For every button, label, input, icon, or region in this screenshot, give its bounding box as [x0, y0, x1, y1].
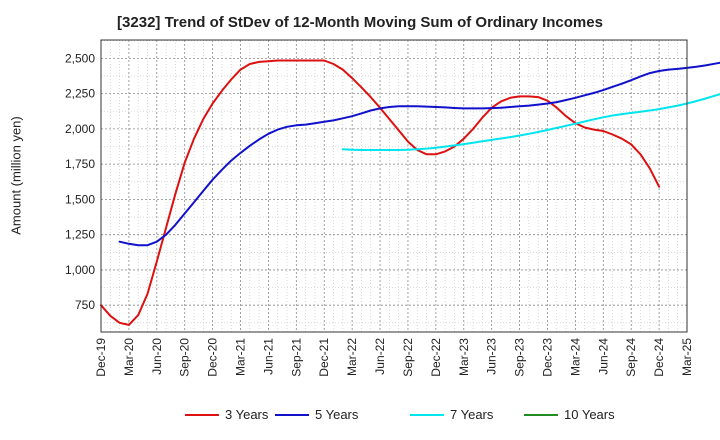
plot-frame — [100, 39, 688, 333]
x-tick-label: Mar-20 — [122, 338, 136, 376]
x-tick-label: Sep-21 — [289, 338, 303, 377]
x-tick-label: Sep-23 — [513, 338, 527, 377]
x-tick-label: Dec-20 — [206, 338, 220, 377]
x-tick-label: Jun-24 — [596, 338, 610, 375]
x-tick-label: Dec-23 — [540, 338, 554, 377]
x-tick-label: Dec-19 — [94, 338, 108, 377]
legend: 3 Years 5 Years 7 Years 10 Years — [0, 405, 720, 425]
x-tick-label: Mar-24 — [568, 338, 582, 376]
legend-label: 5 Years — [315, 407, 359, 422]
y-tick-label: 2,500 — [65, 51, 95, 65]
grid-lines — [100, 40, 688, 332]
y-tick-label: 1,500 — [65, 192, 95, 206]
x-tick-label: Dec-21 — [317, 338, 331, 377]
series-lines — [100, 59, 720, 326]
x-tick-label: Mar-23 — [457, 338, 471, 376]
x-tick-label: Jun-21 — [261, 338, 275, 375]
x-tick-label: Sep-24 — [624, 338, 638, 377]
x-tick-label: Dec-22 — [429, 338, 443, 377]
y-tick-label: 1,250 — [65, 228, 95, 242]
y-tick-label: 750 — [75, 298, 95, 312]
legend-swatch — [275, 414, 309, 416]
x-tick-label: Mar-25 — [680, 338, 694, 376]
x-tick-label: Jun-20 — [150, 338, 164, 375]
legend-label: 10 Years — [564, 407, 615, 422]
y-tick-label: 2,250 — [65, 87, 95, 101]
y-tick-label: 1,000 — [65, 263, 95, 277]
x-tick-label: Jun-22 — [373, 338, 387, 375]
chart-title: [3232] Trend of StDev of 12-Month Moving… — [117, 14, 603, 31]
series-line-7-years — [341, 93, 720, 151]
y-tick-label: 1,750 — [65, 157, 95, 171]
x-tick-label: Dec-24 — [652, 338, 666, 377]
x-tick-label: Jun-23 — [485, 338, 499, 375]
series-line-5-years — [118, 61, 720, 247]
legend-label: 7 Years — [450, 407, 494, 422]
legend-label: 3 Years — [225, 407, 269, 422]
x-tick-label: Sep-20 — [178, 338, 192, 377]
y-tick-labels: 750 1,000 1,250 1,500 1,750 2,000 2,250 2,500 — [65, 51, 95, 312]
x-tick-label: Sep-22 — [401, 338, 415, 377]
legend-swatch — [410, 414, 444, 416]
x-tick-label: Mar-22 — [345, 338, 359, 376]
legend-swatch — [524, 414, 558, 416]
x-tick-label: Mar-21 — [234, 338, 248, 376]
y-tick-label: 2,000 — [65, 122, 95, 136]
x-tick-labels: Dec-19 Mar-20 Jun-20 Sep-20 Dec-20 Mar-21 Jun-… — [94, 338, 694, 377]
legend-swatch — [185, 414, 219, 416]
